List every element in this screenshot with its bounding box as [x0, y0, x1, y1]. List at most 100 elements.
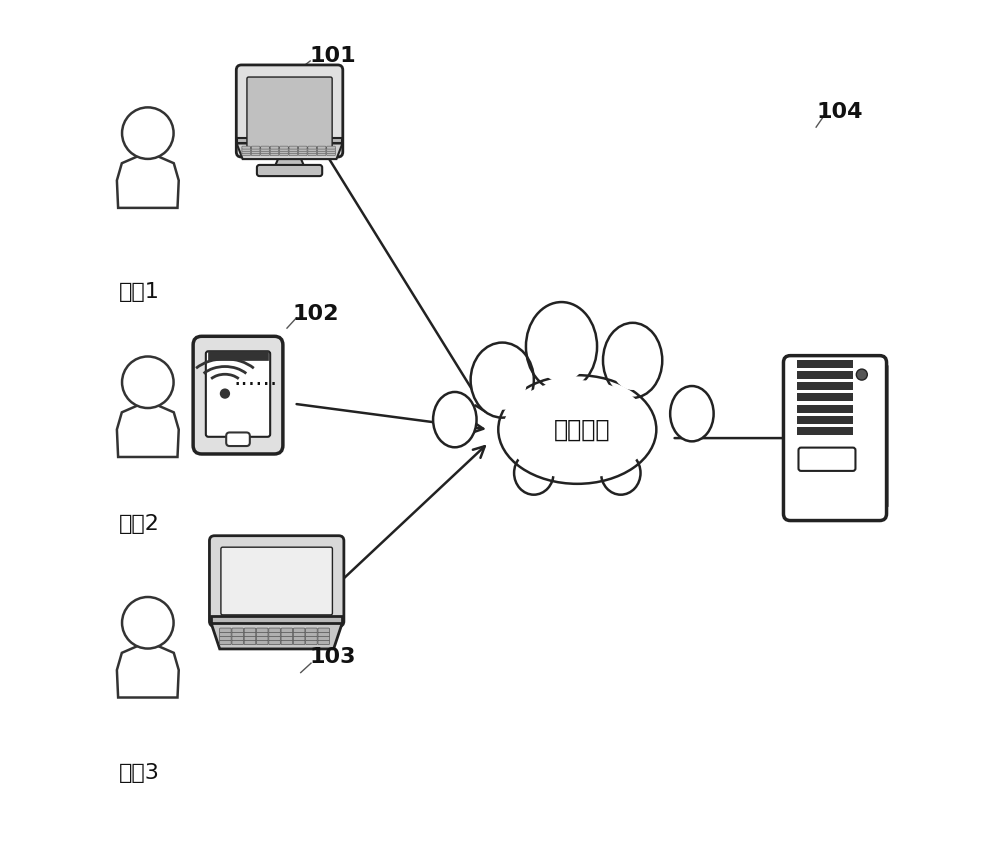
FancyBboxPatch shape	[318, 628, 329, 632]
FancyBboxPatch shape	[797, 416, 853, 423]
FancyBboxPatch shape	[281, 640, 293, 644]
FancyBboxPatch shape	[289, 149, 298, 151]
FancyBboxPatch shape	[289, 150, 298, 154]
Ellipse shape	[534, 311, 589, 382]
Ellipse shape	[601, 451, 641, 495]
FancyBboxPatch shape	[209, 536, 344, 626]
FancyBboxPatch shape	[280, 149, 288, 151]
FancyBboxPatch shape	[256, 640, 268, 644]
Polygon shape	[211, 616, 342, 623]
FancyBboxPatch shape	[242, 150, 251, 154]
FancyBboxPatch shape	[261, 153, 269, 155]
FancyBboxPatch shape	[281, 628, 293, 632]
Circle shape	[122, 356, 174, 408]
FancyBboxPatch shape	[298, 146, 307, 149]
FancyBboxPatch shape	[244, 632, 256, 637]
Polygon shape	[211, 623, 342, 649]
FancyBboxPatch shape	[206, 351, 270, 436]
FancyBboxPatch shape	[298, 150, 307, 154]
FancyBboxPatch shape	[289, 146, 298, 149]
FancyBboxPatch shape	[256, 632, 268, 637]
FancyBboxPatch shape	[317, 149, 326, 151]
FancyBboxPatch shape	[293, 640, 305, 644]
FancyBboxPatch shape	[261, 146, 269, 149]
FancyBboxPatch shape	[256, 636, 268, 641]
Ellipse shape	[433, 392, 477, 448]
FancyBboxPatch shape	[318, 632, 329, 637]
FancyBboxPatch shape	[251, 153, 260, 155]
FancyBboxPatch shape	[269, 640, 280, 644]
FancyBboxPatch shape	[293, 636, 305, 641]
FancyBboxPatch shape	[327, 150, 335, 154]
FancyBboxPatch shape	[306, 628, 317, 632]
FancyBboxPatch shape	[797, 371, 853, 379]
FancyBboxPatch shape	[220, 640, 231, 644]
Polygon shape	[880, 362, 887, 514]
FancyBboxPatch shape	[242, 149, 251, 151]
FancyBboxPatch shape	[261, 150, 269, 154]
FancyBboxPatch shape	[797, 382, 853, 390]
Ellipse shape	[670, 386, 714, 442]
FancyBboxPatch shape	[270, 153, 279, 155]
FancyBboxPatch shape	[298, 149, 307, 151]
FancyBboxPatch shape	[251, 146, 260, 149]
FancyBboxPatch shape	[269, 628, 280, 632]
FancyBboxPatch shape	[251, 150, 260, 154]
FancyBboxPatch shape	[244, 640, 256, 644]
Ellipse shape	[514, 451, 554, 495]
FancyBboxPatch shape	[257, 165, 322, 176]
FancyBboxPatch shape	[308, 146, 317, 149]
FancyBboxPatch shape	[289, 153, 298, 155]
Circle shape	[122, 107, 174, 159]
Ellipse shape	[478, 350, 527, 410]
Ellipse shape	[503, 380, 651, 479]
Text: 101: 101	[309, 46, 356, 66]
FancyBboxPatch shape	[318, 636, 329, 641]
Ellipse shape	[676, 393, 708, 435]
FancyBboxPatch shape	[270, 149, 279, 151]
FancyBboxPatch shape	[232, 628, 243, 632]
FancyBboxPatch shape	[242, 146, 251, 149]
Ellipse shape	[610, 331, 655, 390]
FancyBboxPatch shape	[797, 393, 853, 401]
FancyBboxPatch shape	[208, 351, 268, 360]
Ellipse shape	[526, 302, 597, 391]
FancyBboxPatch shape	[256, 628, 268, 632]
FancyBboxPatch shape	[232, 636, 243, 641]
FancyBboxPatch shape	[318, 640, 329, 644]
FancyBboxPatch shape	[281, 636, 293, 641]
Ellipse shape	[439, 399, 471, 441]
Ellipse shape	[471, 343, 534, 417]
FancyBboxPatch shape	[251, 149, 260, 151]
FancyBboxPatch shape	[270, 146, 279, 149]
FancyBboxPatch shape	[221, 547, 332, 615]
FancyBboxPatch shape	[783, 356, 887, 521]
FancyBboxPatch shape	[220, 636, 231, 641]
Polygon shape	[117, 643, 179, 698]
Polygon shape	[274, 152, 305, 168]
FancyBboxPatch shape	[308, 150, 317, 154]
Polygon shape	[237, 143, 342, 159]
Polygon shape	[790, 359, 887, 366]
FancyBboxPatch shape	[797, 427, 853, 435]
FancyBboxPatch shape	[327, 153, 335, 155]
FancyBboxPatch shape	[193, 336, 283, 454]
Text: 用户1: 用户1	[119, 282, 160, 302]
FancyBboxPatch shape	[280, 153, 288, 155]
Text: 103: 103	[309, 647, 356, 667]
Circle shape	[220, 388, 230, 399]
Polygon shape	[117, 402, 179, 457]
Circle shape	[856, 369, 867, 380]
FancyBboxPatch shape	[270, 150, 279, 154]
FancyBboxPatch shape	[327, 146, 335, 149]
FancyBboxPatch shape	[244, 636, 256, 641]
FancyBboxPatch shape	[293, 628, 305, 632]
Polygon shape	[237, 138, 342, 143]
Text: 用户2: 用户2	[119, 514, 160, 534]
Text: ......: ......	[233, 366, 277, 390]
FancyBboxPatch shape	[220, 628, 231, 632]
FancyBboxPatch shape	[293, 632, 305, 637]
FancyBboxPatch shape	[327, 149, 335, 151]
Ellipse shape	[498, 375, 656, 484]
FancyBboxPatch shape	[269, 636, 280, 641]
